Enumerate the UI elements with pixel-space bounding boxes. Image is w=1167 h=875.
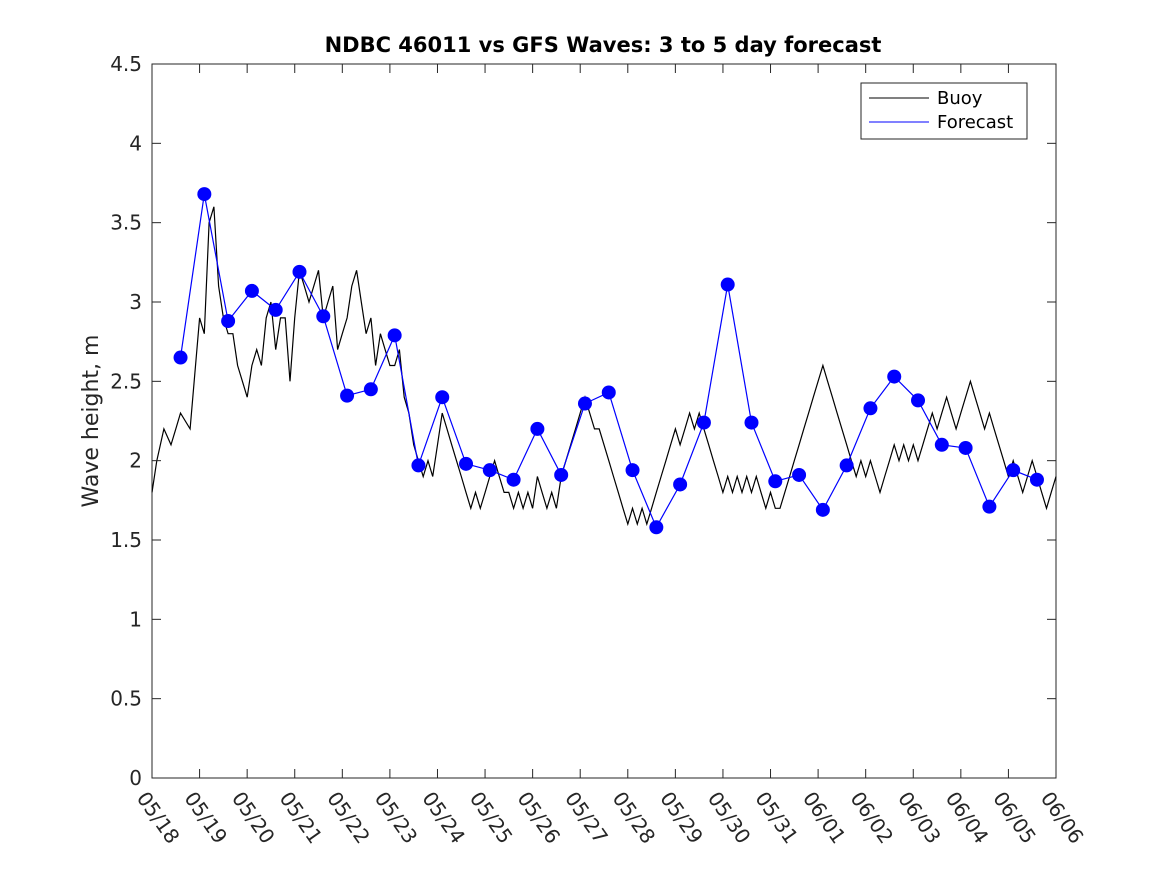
forecast-point (720, 277, 735, 292)
y-tick-label: 4.5 (110, 52, 142, 76)
y-tick-label: 4 (129, 131, 142, 155)
forecast-point (577, 396, 592, 411)
forecast-point (673, 477, 688, 492)
forecast-point (221, 314, 236, 329)
forecast-point (982, 499, 997, 514)
forecast-point (316, 309, 331, 324)
forecast-point (197, 187, 212, 202)
y-tick-label: 0 (129, 766, 142, 790)
forecast-point (744, 415, 759, 430)
legend: Buoy Forecast (860, 82, 1028, 140)
forecast-point (934, 437, 949, 452)
forecast-point (506, 472, 521, 487)
y-tick-label: 2.5 (110, 369, 142, 393)
forecast-point (958, 440, 973, 455)
y-axis: 0 0.5 1 1.5 2 2.5 3 3.5 4 4.5 (110, 52, 1056, 790)
forecast-point (173, 350, 188, 365)
forecast-point (863, 401, 878, 416)
forecast-point (340, 388, 355, 403)
forecast-point (1006, 463, 1021, 478)
forecast-point (530, 421, 545, 436)
forecast-point (839, 458, 854, 473)
forecast-point (387, 328, 402, 343)
y-axis-label: Wave height, m (79, 335, 104, 508)
series-line-buoy (151, 206, 1057, 527)
forecast-point (815, 502, 830, 517)
forecast-point (649, 520, 664, 535)
forecast-point (601, 385, 616, 400)
forecast-point (768, 474, 783, 489)
forecast-point (268, 302, 283, 317)
y-tick-label: 1.5 (110, 528, 142, 552)
forecast-point (411, 458, 426, 473)
forecast-point (1029, 472, 1044, 487)
forecast-point (792, 467, 807, 482)
forecast-point (625, 463, 640, 478)
legend-forecast-label: Forecast (937, 112, 1013, 133)
forecast-point (459, 456, 474, 471)
forecast-point (911, 393, 926, 408)
y-tick-label: 2 (129, 449, 142, 473)
legend-buoy-label: Buoy (937, 88, 983, 109)
chart-title: NDBC 46011 vs GFS Waves: 3 to 5 day fore… (325, 33, 882, 57)
y-tick-label: 3 (129, 290, 142, 314)
y-tick-label: 3.5 (110, 211, 142, 235)
axes-box (151, 63, 1057, 779)
forecast-point (292, 264, 307, 279)
plot-area (151, 63, 1057, 779)
forecast-point (482, 463, 497, 478)
forecast-point (554, 467, 569, 482)
marker-layer (173, 187, 1044, 535)
forecast-point (363, 382, 378, 397)
legend-box (860, 82, 1028, 140)
y-tick-label: 1 (129, 607, 142, 631)
forecast-point (244, 283, 259, 298)
forecast-point (435, 390, 450, 405)
y-tick-label: 0.5 (110, 687, 142, 711)
forecast-point (887, 369, 902, 384)
forecast-point (696, 415, 711, 430)
